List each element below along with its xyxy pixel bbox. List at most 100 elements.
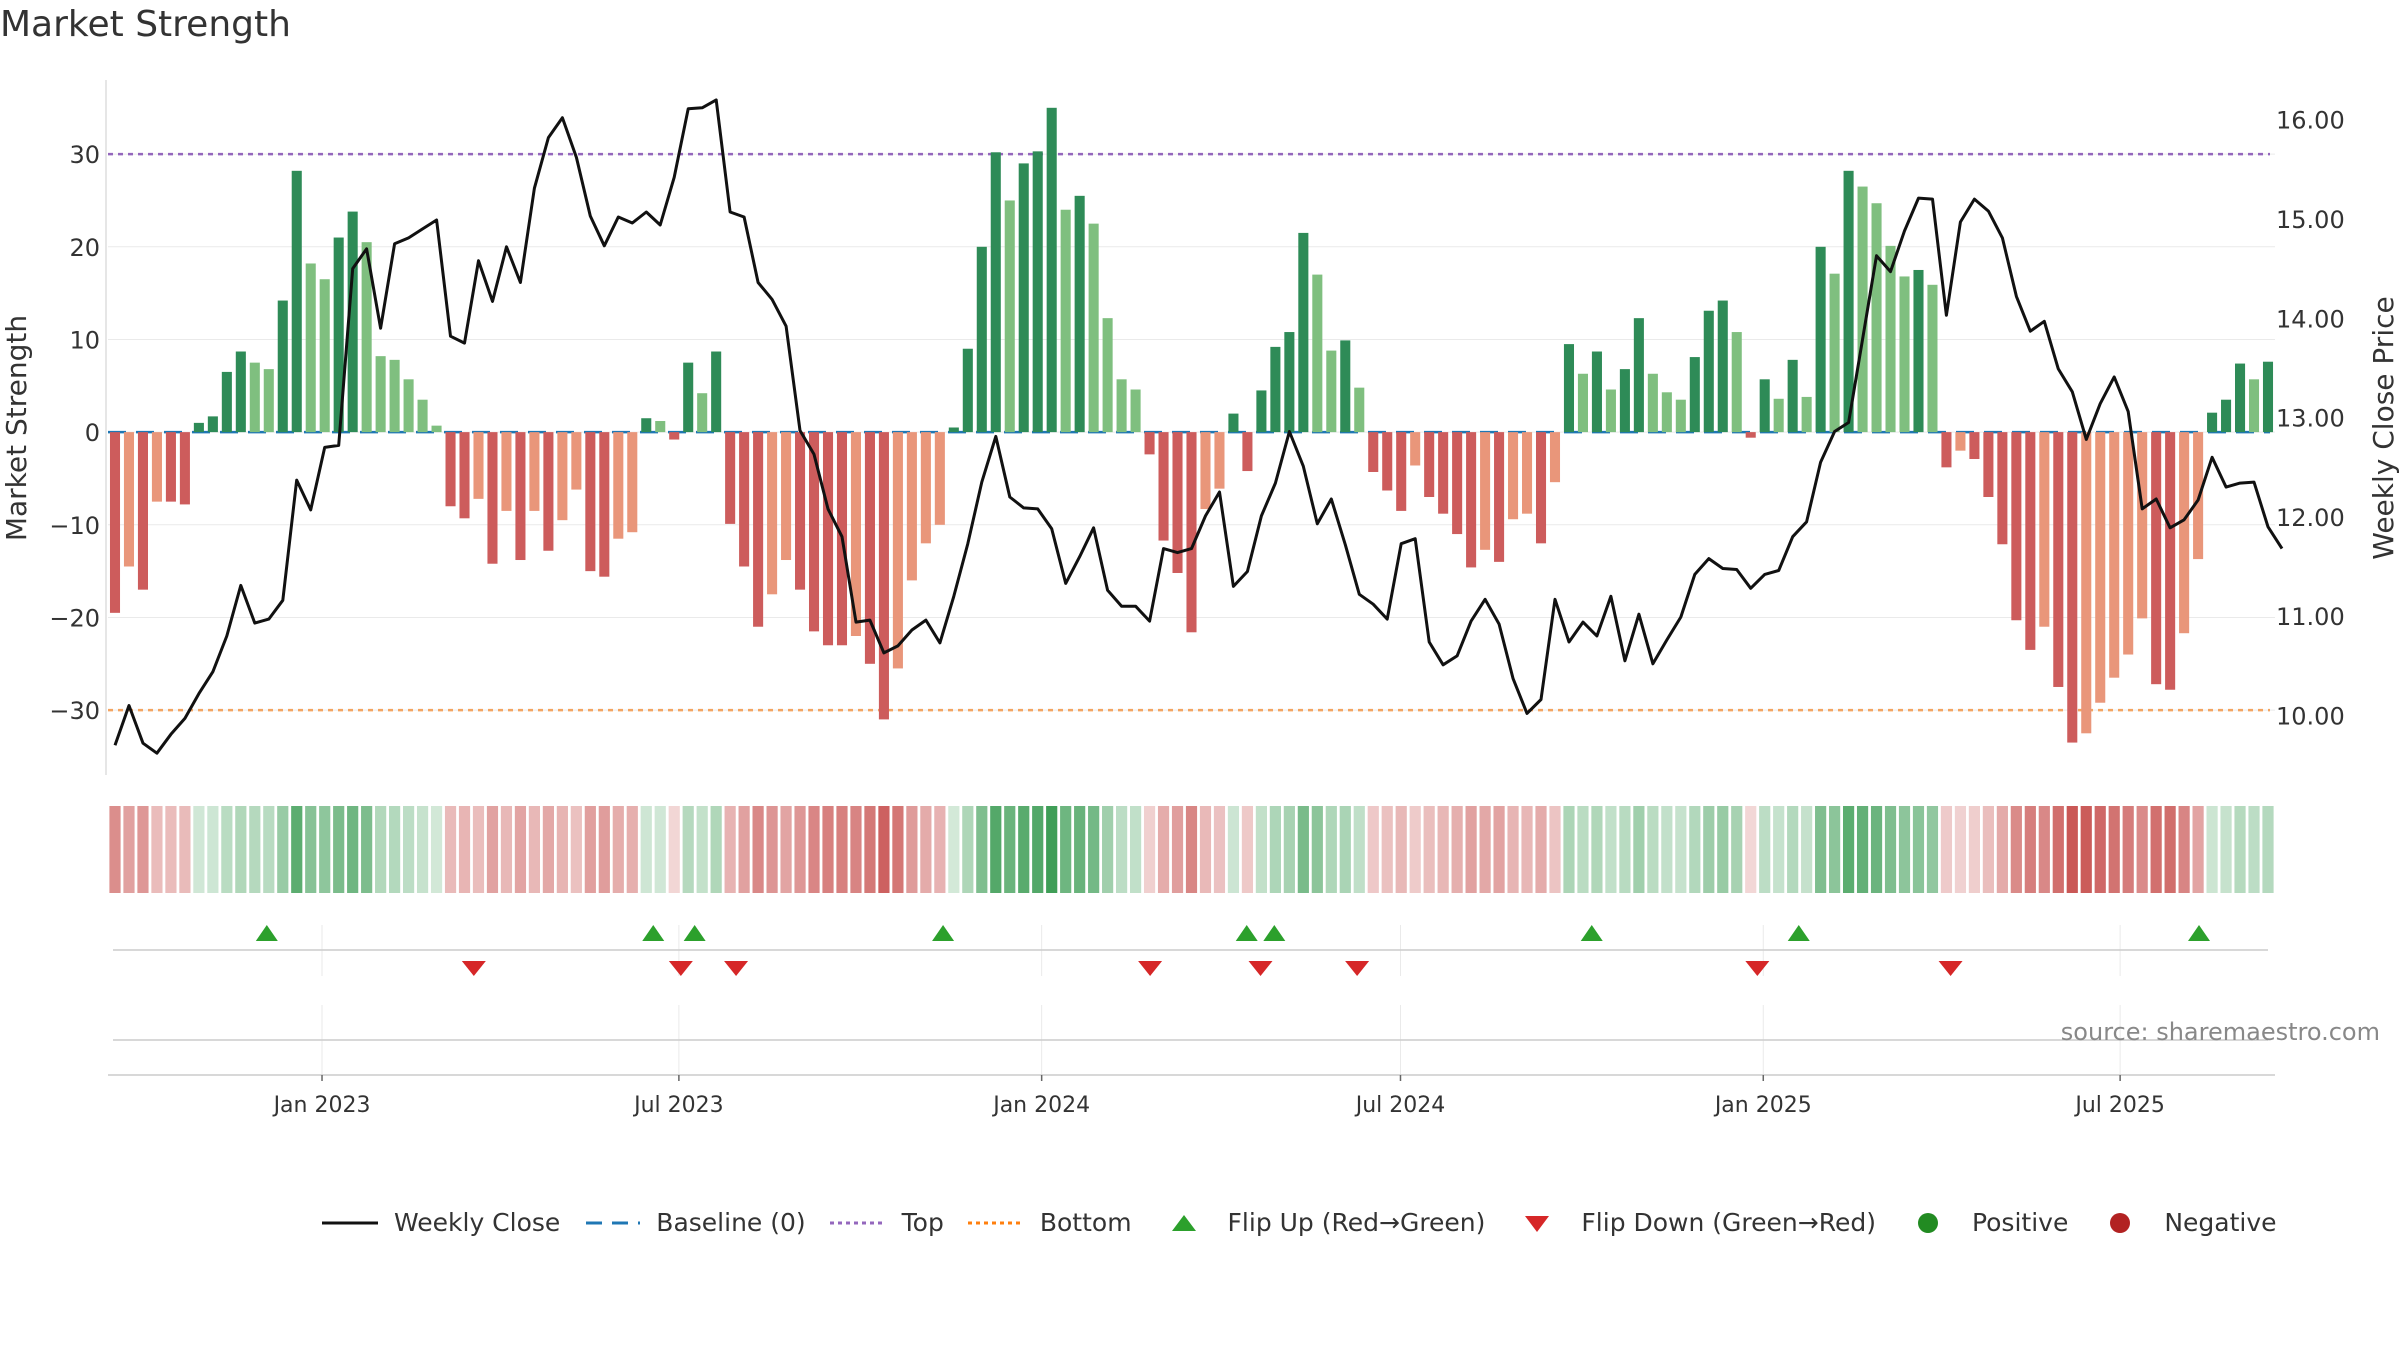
heat-cell <box>892 806 904 893</box>
legend-item: Bottom <box>966 1208 1132 1237</box>
heat-cell <box>556 806 568 893</box>
legend-label: Bottom <box>1039 1208 1132 1237</box>
legend: Weekly Close Baseline (0) Top Bottom Flip Up… <box>320 1208 2299 1237</box>
close-price-series <box>113 98 2284 755</box>
weekly-close-line <box>113 98 2284 755</box>
x-axis-ticks: Jan 2023 Jul 2023 Jan 2024 Jul 2024 Jan 2025… <box>272 1075 2165 1118</box>
y-tick-left: −10 <box>49 512 100 540</box>
strength-bar <box>1018 163 1029 433</box>
heat-cell <box>1605 806 1617 893</box>
strength-bar <box>123 432 135 567</box>
legend-item: Top <box>828 1208 944 1237</box>
heat-cell <box>1283 806 1295 893</box>
strength-bar <box>1535 432 1547 544</box>
heat-cell <box>1675 806 1687 893</box>
heat-cell <box>1325 806 1337 893</box>
heat-cell <box>1563 806 1575 893</box>
strength-bar <box>347 211 358 433</box>
strength-bar <box>529 432 540 511</box>
heat-cell <box>906 806 918 893</box>
legend-swatch-dot-icon <box>829 1221 886 1224</box>
heat-cell <box>305 806 317 893</box>
heat-cell <box>780 806 792 893</box>
heat-cell <box>920 806 932 893</box>
heat-cell <box>2010 806 2022 893</box>
heat-cell <box>347 806 359 893</box>
heat-cell <box>1996 806 2008 893</box>
strength-bar <box>1731 332 1742 433</box>
strength-bar <box>990 152 1001 433</box>
strength-bar <box>1745 432 1756 438</box>
strength-bar <box>948 427 959 433</box>
heat-cell <box>1717 806 1729 893</box>
heat-cell <box>2136 806 2148 893</box>
strength-bar <box>571 432 582 490</box>
strength-bar <box>739 432 750 567</box>
strength-bar <box>1214 432 1225 489</box>
heat-cell <box>626 806 638 893</box>
flip-up-marker <box>642 925 665 941</box>
heat-cell <box>612 806 624 893</box>
heat-cell <box>542 806 554 893</box>
strength-bar <box>375 356 386 433</box>
strength-bar <box>1466 432 1477 568</box>
heat-cell <box>361 806 373 893</box>
flip-up-marker <box>2187 925 2210 941</box>
heat-cell <box>1395 806 1407 893</box>
strength-bar <box>487 432 498 564</box>
strength-bar <box>2109 432 2120 678</box>
strength-bar <box>1228 413 1239 433</box>
strength-bar <box>2053 432 2064 687</box>
heat-cell <box>1255 806 1267 893</box>
legend-label: Positive <box>1971 1208 2069 1237</box>
legend-label: Baseline (0) <box>656 1208 806 1237</box>
heat-cell <box>1731 806 1743 893</box>
strength-bar <box>1787 359 1798 433</box>
strength-bar <box>1368 432 1379 472</box>
strength-bar <box>1927 284 1938 433</box>
strength-bar <box>543 432 554 551</box>
heat-cell <box>710 806 722 893</box>
strength-bar <box>864 432 875 664</box>
x-tick-label: Jan 2023 <box>272 1093 371 1118</box>
flip-up-marker <box>1787 925 1810 941</box>
strength-bar <box>1494 432 1505 562</box>
strength-bar <box>1815 246 1826 433</box>
heat-cell <box>1353 806 1365 893</box>
flip-up-marker <box>1580 925 1603 941</box>
strength-bar <box>501 432 512 511</box>
heat-cell <box>2262 806 2274 893</box>
flip-markers-panel <box>113 925 2268 976</box>
strength-bar <box>1284 332 1295 433</box>
legend-label: Flip Up (Red→Green) <box>1227 1208 1486 1237</box>
x-tick-label: Jul 2024 <box>1354 1093 1446 1118</box>
source-credit: source: sharemaestro.com <box>2061 1018 2380 1046</box>
y-tick-left: 0 <box>85 419 100 447</box>
heat-cell <box>1465 806 1477 893</box>
heat-cell <box>514 806 527 893</box>
strength-bar <box>934 432 945 525</box>
y-tick-right: 15.00 <box>2276 206 2345 234</box>
heat-cell <box>235 806 247 893</box>
heat-cell <box>808 806 820 893</box>
heat-cell <box>1703 806 1715 893</box>
heat-cell <box>1269 806 1281 893</box>
heat-cell <box>1926 806 1939 893</box>
strength-bar <box>207 416 218 433</box>
strength-bar <box>920 432 931 544</box>
heat-cell <box>2206 806 2218 893</box>
heat-cell <box>976 806 988 893</box>
strength-bar <box>1256 390 1267 433</box>
flip-down-marker <box>1938 961 1963 976</box>
strength-bar <box>1480 432 1491 550</box>
y-tick-left: −20 <box>49 604 100 632</box>
strength-bar <box>1913 269 1924 433</box>
legend-swatch-line-icon <box>322 1221 378 1224</box>
y-tick-right: 10.00 <box>2276 702 2345 730</box>
y-tick-right: 14.00 <box>2276 305 2345 333</box>
heat-cell <box>486 806 499 893</box>
legend-swatch-tri-up-icon <box>1171 1214 1196 1231</box>
heat-cell <box>1982 806 1994 893</box>
y-tick-right: 13.00 <box>2276 405 2345 433</box>
strength-bar <box>1969 432 1980 460</box>
